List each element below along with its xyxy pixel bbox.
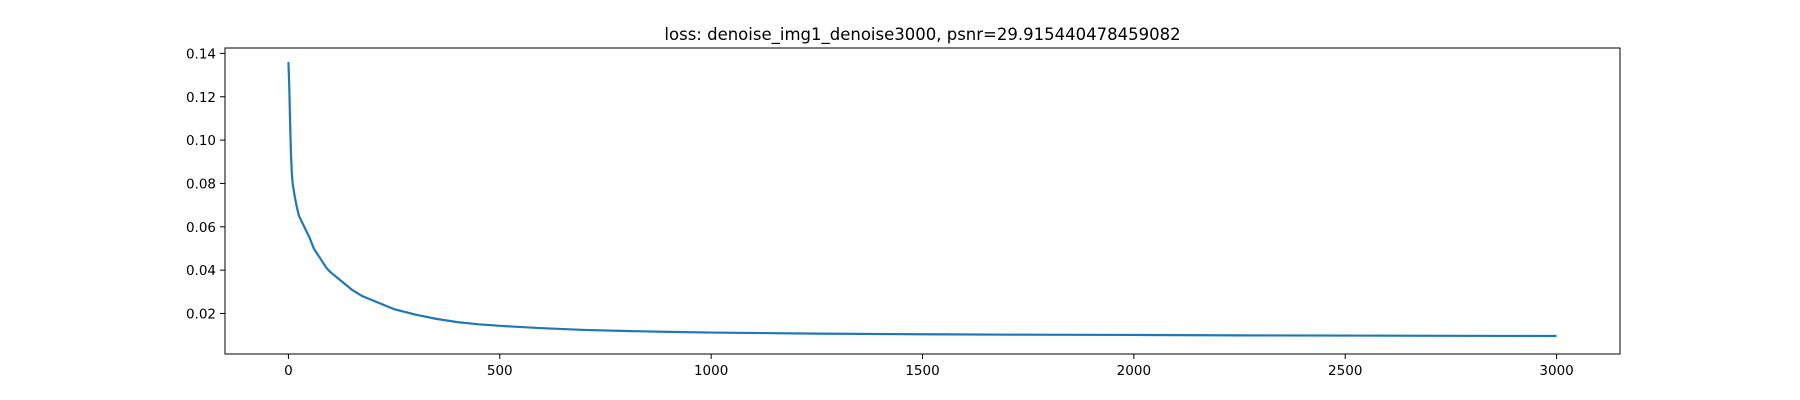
y-tick-label: 0.02: [186, 306, 216, 322]
plot-frame: [224, 47, 1621, 355]
y-axis: 0.02 0.04 0.06 0.08 0.10 0.12 0.14: [186, 46, 225, 322]
x-tick-label: 1000: [694, 363, 728, 379]
y-tick-label: 0.12: [186, 90, 216, 106]
y-tick-label: 0.06: [186, 220, 216, 236]
plot-area: [225, 48, 1620, 354]
y-tick-label: 0.10: [186, 133, 216, 149]
y-tick-label: 0.14: [186, 46, 216, 62]
x-tick-label: 2500: [1328, 363, 1362, 379]
series-line-loss: [287, 62, 1557, 338]
x-tick-label: 2000: [1117, 363, 1151, 379]
x-tick-label: 0: [284, 363, 293, 379]
x-tick-label: 3000: [1539, 363, 1573, 379]
x-tick-label: 500: [487, 363, 513, 379]
x-tick-label: 1500: [905, 363, 939, 379]
x-axis: 0 500 1000 1500 2000 2500 3000: [284, 354, 1574, 379]
chart-title: loss: denoise_img1_denoise3000, psnr=29.…: [664, 25, 1180, 45]
y-tick-label: 0.04: [186, 263, 216, 279]
y-tick-label: 0.08: [186, 176, 216, 192]
